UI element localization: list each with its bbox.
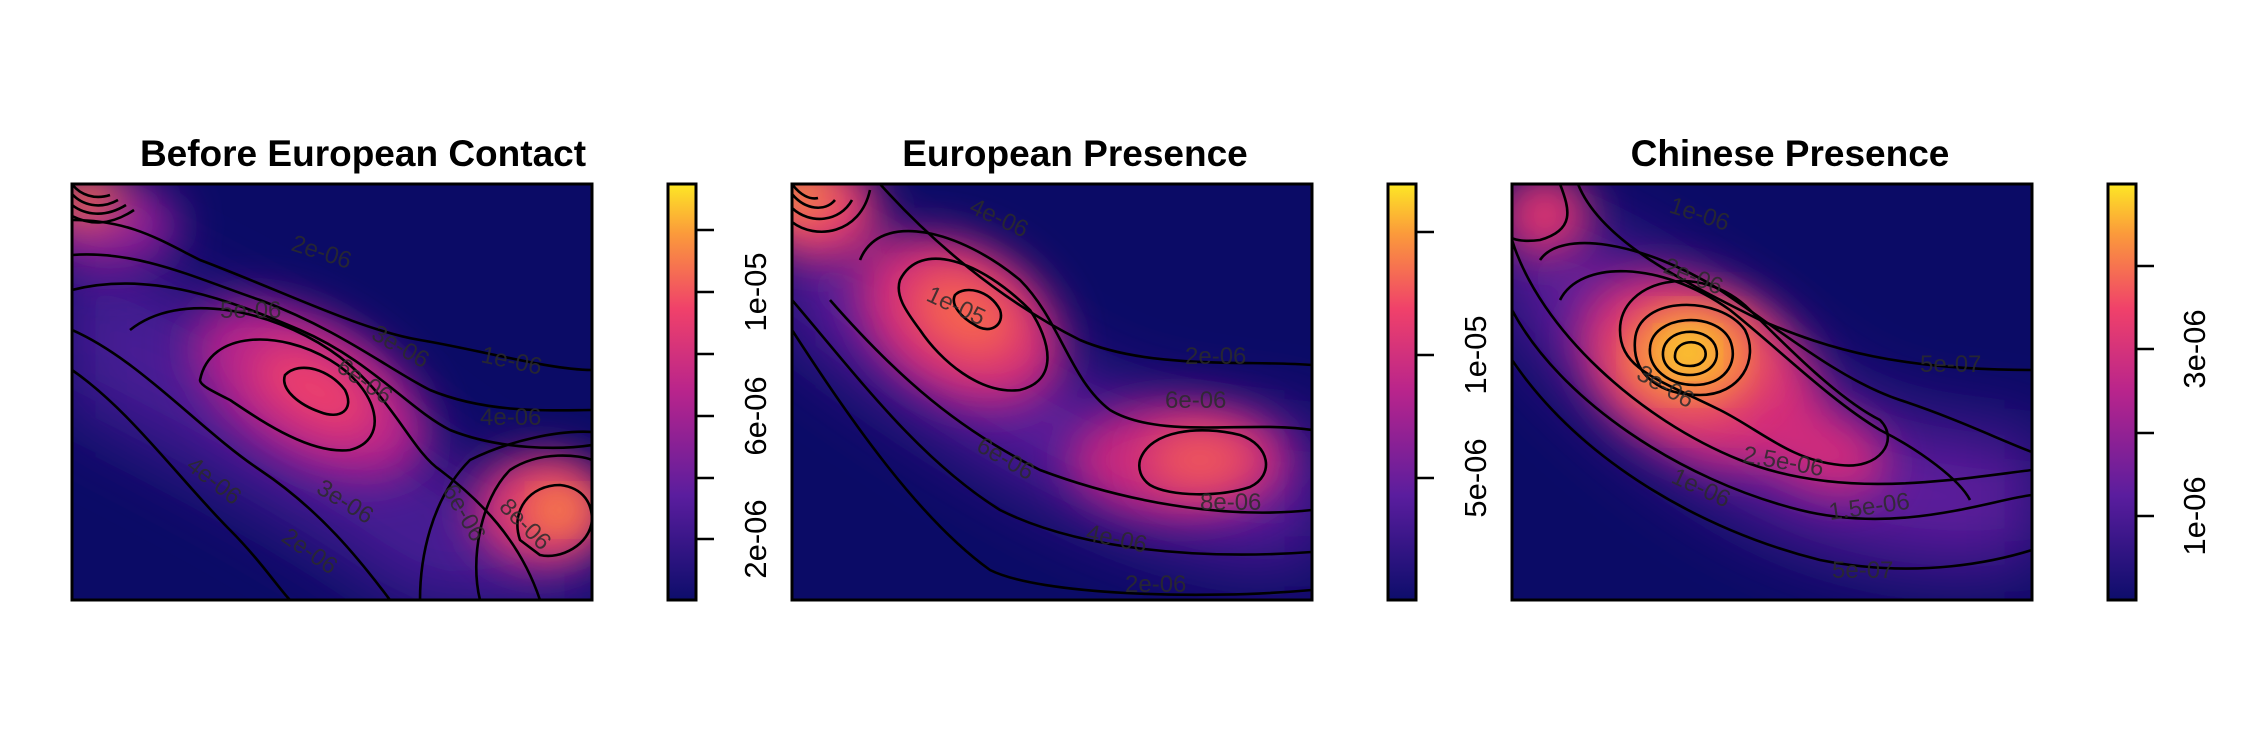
contour-label: 2e-06: [1185, 343, 1246, 370]
contour-label: 8e-06: [1200, 489, 1261, 516]
panel-title: Before European Contact: [140, 133, 586, 174]
colorbar-gradient: [2106, 182, 2138, 602]
contour-label: 4e-06: [480, 404, 541, 431]
plot-frame: [790, 182, 1314, 602]
colorbar-gradient: [666, 182, 698, 602]
panel-before-contact: Before European Contact: [70, 133, 773, 602]
heatmap: 2e-06 5e-06 3e-06 6e-06 1e-06 4e-06 4e-0…: [72, 184, 592, 600]
contour-label: 2e-06: [1125, 571, 1186, 598]
heatmap: 4e-06 1e-05 2e-06 6e-06 6e-06 8e-06 4e-0…: [792, 184, 1312, 600]
colorbar-tick-label: 2e-06: [738, 499, 773, 578]
colorbar: 1e-06 3e-06: [2106, 182, 2212, 602]
colorbar-tick-label: 3e-06: [2177, 309, 2212, 388]
colorbar-tick-label: 5e-06: [1458, 438, 1493, 517]
contour-labels: 4e-06 1e-05 2e-06 6e-06 6e-06 8e-06 4e-0…: [922, 193, 1261, 598]
colorbar: 2e-06 6e-06 1e-05: [666, 182, 773, 602]
colorbar: 5e-06 1e-05: [1386, 182, 1493, 602]
contour-label: 6e-06: [1165, 387, 1226, 414]
contour-label: 5e-07: [1832, 557, 1893, 584]
heatmap: 1e-06 2e-06 5e-07 3e-06 2.5e-06 1e-06 1.…: [1512, 184, 2032, 600]
panel-chinese-presence: Chinese Presence: [1510, 133, 2212, 602]
colorbar-tick-label: 1e-05: [1458, 315, 1493, 394]
colorbar-tick-label: 1e-05: [738, 252, 773, 331]
colorbar-tick-label: 1e-06: [2177, 476, 2212, 555]
panel-title: Chinese Presence: [1631, 133, 1950, 174]
colorbar-tick-label: 6e-06: [738, 376, 773, 455]
panel-european-presence: European Presence: [790, 133, 1493, 602]
plot-frame: [70, 182, 594, 602]
plot-frame: [1510, 182, 2034, 602]
contour-label: 5e-07: [1920, 351, 1981, 378]
panel-title: European Presence: [902, 133, 1247, 174]
colorbar-gradient: [1386, 182, 1418, 602]
contour-label: 5e-06: [220, 297, 281, 324]
